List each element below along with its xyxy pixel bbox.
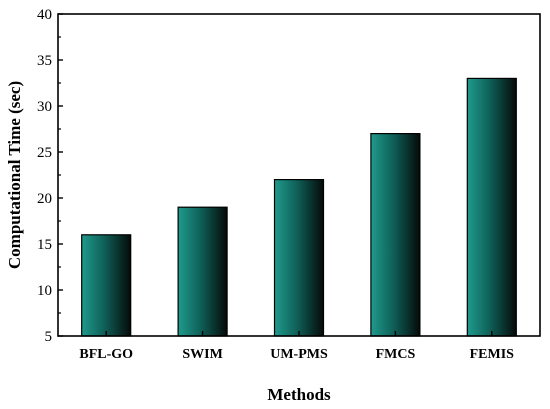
bar-bfl-go <box>81 234 132 337</box>
x-tick-label: BFL-GO <box>79 347 133 362</box>
x-tick-label: FMCS <box>376 347 416 362</box>
x-axis-title: Methods <box>267 385 331 404</box>
y-tick-label: 25 <box>37 145 52 161</box>
bar-swim <box>177 206 228 337</box>
x-tick-label: FEMIS <box>470 347 515 362</box>
y-tick-label: 10 <box>37 283 52 299</box>
y-tick-label: 20 <box>37 191 52 207</box>
y-axis-title: Computational Time (sec) <box>5 81 24 269</box>
x-tick-label: SWIM <box>182 347 222 362</box>
bar-um-pms <box>273 179 325 337</box>
y-axis-ticks: 5 10 15 20 25 30 35 40 <box>37 7 63 345</box>
bar-femis <box>466 77 517 337</box>
plot-frame <box>57 13 541 337</box>
y-tick-label: 35 <box>37 53 52 69</box>
x-axis-ticks: BFL-GO SWIM UM-PMS FMCS FEMIS <box>79 331 514 362</box>
x-tick-label: UM-PMS <box>270 347 328 362</box>
bars-group <box>81 77 517 337</box>
bar-fmcs <box>370 133 421 337</box>
y-tick-label: 5 <box>45 329 53 345</box>
y-tick-label: 15 <box>37 237 52 253</box>
y-tick-label: 40 <box>37 7 52 23</box>
y-tick-label: 30 <box>37 99 52 115</box>
